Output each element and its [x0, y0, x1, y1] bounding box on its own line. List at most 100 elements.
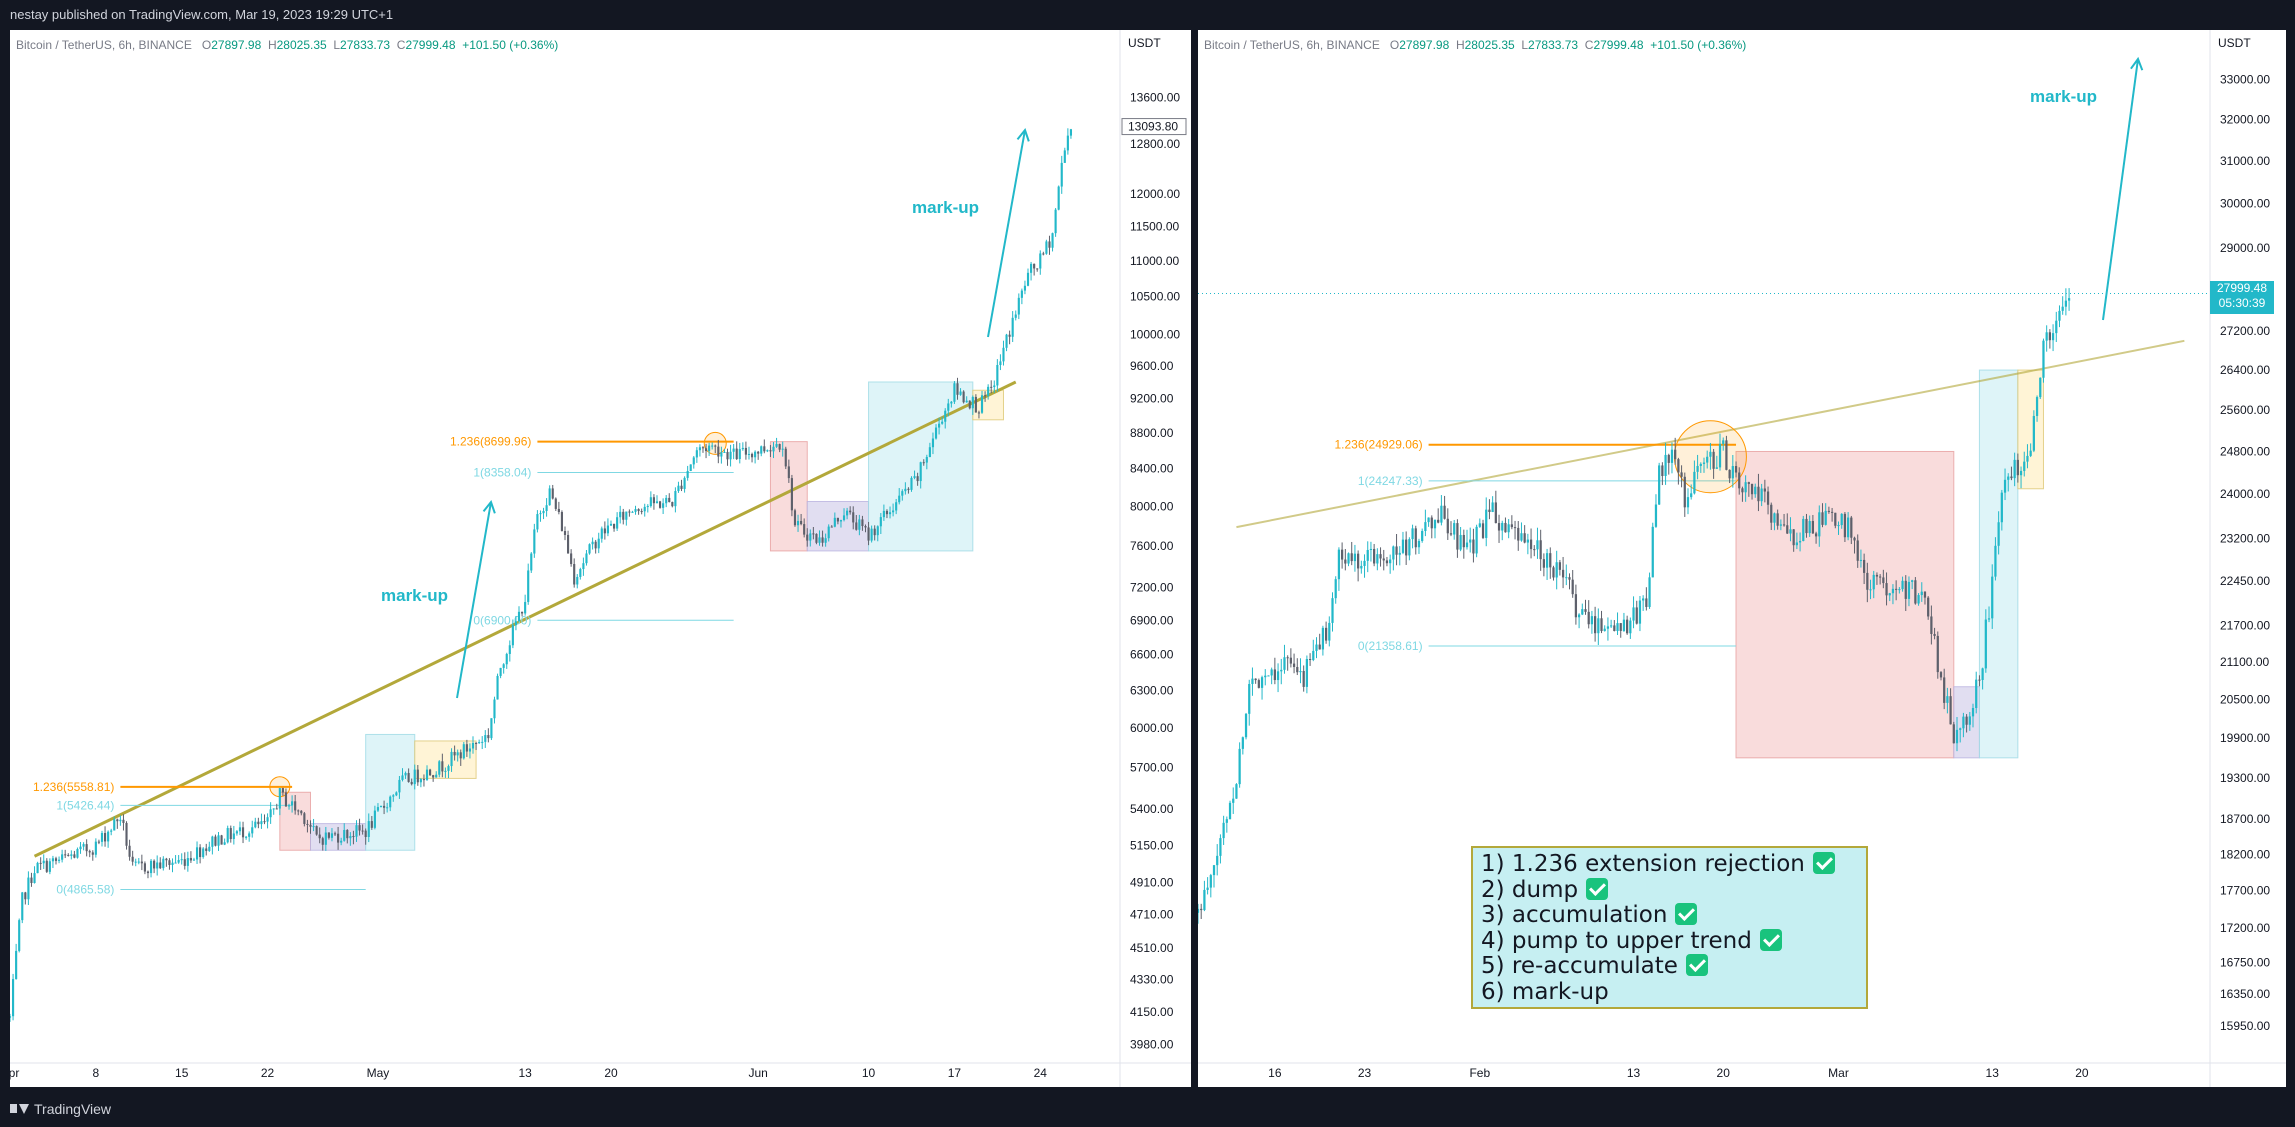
candle-body — [15, 950, 18, 980]
candle-body — [1574, 594, 1578, 618]
candle-body — [809, 533, 812, 541]
candle-body — [852, 512, 855, 523]
last-price-text: 13093.80 — [1128, 120, 1178, 134]
candle-body — [337, 833, 340, 843]
candle-body — [401, 775, 404, 780]
candle-body — [1048, 241, 1051, 248]
candle-body — [1750, 483, 1754, 495]
right-chart-svg[interactable]: 33000.00 32000.00 31000.00 30000.00 29000.00… — [1198, 30, 2286, 1087]
candle-body — [609, 523, 613, 526]
candle-body — [517, 611, 521, 622]
candle-body — [1584, 609, 1587, 612]
candle-body — [619, 511, 622, 518]
candle-body — [1321, 627, 1325, 650]
price-tick-label: 8400.00 — [1130, 462, 1174, 476]
candle-body — [245, 836, 248, 838]
low-value: 27833.73 — [340, 38, 391, 52]
candle-body — [760, 446, 763, 454]
candle-body — [846, 510, 849, 516]
candle-body — [1453, 523, 1456, 535]
candle-body — [895, 502, 898, 511]
candle-body — [1030, 263, 1033, 273]
candle-body — [2042, 340, 2045, 378]
candle-body — [1379, 554, 1382, 559]
candle-body — [103, 833, 107, 842]
candle-body — [1901, 580, 1904, 590]
candle-body — [1433, 519, 1437, 529]
candle-body — [107, 831, 110, 842]
candle-body — [757, 451, 760, 454]
candle-body — [1581, 609, 1584, 615]
candle-body — [1850, 517, 1853, 538]
candle-body — [1045, 241, 1048, 254]
candle-body — [462, 744, 465, 759]
price-tick-label: 17700.00 — [2220, 884, 2270, 898]
candle-body — [1296, 666, 1299, 673]
candle-body — [560, 512, 564, 532]
price-tick-label: 5700.00 — [1130, 761, 1174, 775]
candle-body — [1539, 540, 1542, 560]
candle-body — [1773, 513, 1776, 523]
candle-body — [140, 861, 143, 864]
left-chart-panel[interactable]: 13600.00 12800.00 12000.00 11500.00 11000.00… — [10, 30, 1191, 1087]
candle-body — [1920, 591, 1923, 596]
candle-body — [404, 772, 407, 776]
candle-body — [2003, 479, 2007, 493]
candle-body — [1385, 560, 1389, 564]
candle-body — [631, 511, 634, 513]
candle-body — [1520, 533, 1523, 541]
candle-body — [410, 781, 413, 785]
candle-body — [2048, 332, 2051, 341]
candle-body — [1462, 534, 1465, 548]
candle-body — [1292, 663, 1296, 667]
price-tick-label: 11500.00 — [1130, 220, 1179, 234]
candle-body — [478, 742, 481, 744]
price-tick-label: 33000.00 — [2220, 73, 2270, 87]
candle-body — [361, 830, 364, 832]
price-tick-label: 7200.00 — [1130, 580, 1174, 594]
candle-body — [419, 779, 422, 783]
candle-body — [318, 834, 321, 839]
candle-body — [965, 400, 968, 403]
candle-body — [1917, 595, 1920, 604]
close-label: C — [396, 38, 406, 52]
candle-body — [1699, 463, 1702, 466]
candle-body — [156, 862, 159, 869]
candle-body — [1334, 579, 1337, 599]
candle-body — [1002, 347, 1005, 362]
candle-body — [42, 860, 45, 864]
candle-body — [67, 854, 70, 856]
candle-body — [2032, 415, 2035, 451]
candle-body — [1824, 510, 1827, 525]
candle-body — [1481, 523, 1485, 538]
candle-body — [649, 497, 652, 507]
candle-body — [1033, 263, 1036, 269]
price-tick-label: 25600.00 — [2220, 403, 2270, 417]
candle-body — [1545, 553, 1549, 568]
candle-body — [698, 447, 701, 451]
left-chart-svg[interactable]: 13600.00 12800.00 12000.00 11500.00 11000.00… — [10, 30, 1191, 1087]
publisher-bar: nestay published on TradingView.com, Mar… — [0, 0, 2295, 30]
candle-body — [235, 831, 238, 834]
candle-body — [545, 505, 548, 511]
candle-body — [1635, 607, 1638, 624]
candle-body — [165, 858, 168, 861]
candle-body — [741, 447, 744, 450]
candle-body — [202, 848, 205, 858]
candle-body — [1369, 548, 1373, 551]
candle-body — [128, 845, 131, 857]
candle-body — [1014, 314, 1017, 318]
candle-body — [1907, 581, 1911, 599]
candle-body — [588, 544, 591, 554]
candle-body — [327, 832, 330, 838]
candle-body — [487, 735, 490, 739]
candle-body — [836, 517, 839, 522]
publisher-text: nestay published on TradingView.com, Mar… — [10, 7, 394, 22]
candle-body — [2016, 459, 2019, 476]
checklist-item-5: 5) re-accumulate — [1481, 953, 1858, 980]
candle-body — [882, 510, 885, 518]
candle-body — [996, 365, 999, 386]
checkmark-icon — [1812, 852, 1835, 874]
candle-body — [1011, 317, 1014, 337]
candle-body — [947, 403, 950, 411]
